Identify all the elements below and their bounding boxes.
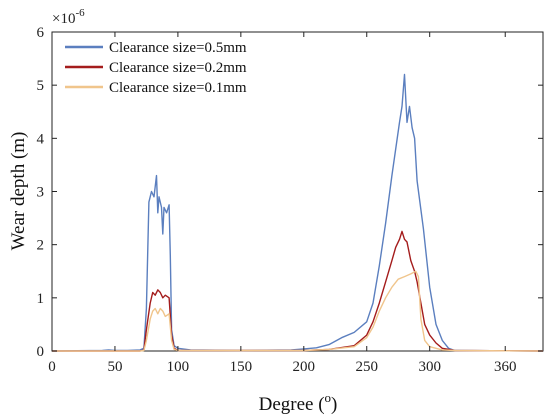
legend: Clearance size=0.5mm Clearance size=0.2mm… xyxy=(65,40,247,96)
series-line-1 xyxy=(51,73,544,352)
series-line-2 xyxy=(52,230,544,352)
y-multiplier-exp: -6 xyxy=(75,7,85,19)
y-tick-label: 3 xyxy=(37,185,45,201)
ticks-layer: 0 50 100 150 200 250 300 360 0 1 2 3 4 5 6 xyxy=(37,25,543,375)
x-axis-label-close: ) xyxy=(331,394,337,415)
y-multiplier-label: ×10-6 xyxy=(52,7,85,27)
x-tick-label: 100 xyxy=(167,359,190,375)
legend-label-2: Clearance size=0.2mm xyxy=(109,60,247,76)
y-tick-label: 0 xyxy=(37,344,45,360)
x-tick-label: 50 xyxy=(107,359,122,375)
x-axis-label-sup: o xyxy=(325,390,332,405)
y-tick-label: 6 xyxy=(37,25,45,41)
y-tick-label: 2 xyxy=(37,238,45,254)
x-tick-label: 360 xyxy=(494,359,517,375)
x-tick-label: 150 xyxy=(230,359,253,375)
x-tick-label: 200 xyxy=(293,359,316,375)
x-tick-label: 0 xyxy=(48,359,56,375)
legend-label-1: Clearance size=0.5mm xyxy=(109,40,247,56)
y-multiplier-base: ×10 xyxy=(52,11,75,27)
y-tick-label: 4 xyxy=(37,131,45,147)
series-layer xyxy=(51,73,544,352)
y-axis-label: Wear depth (m) xyxy=(8,132,29,251)
y-tick-label: 1 xyxy=(37,291,45,307)
series-line-3 xyxy=(52,270,544,352)
y-tick-label: 5 xyxy=(37,78,45,94)
x-axis-label: Degree (o) xyxy=(259,390,338,415)
x-tick-label: 250 xyxy=(355,359,378,375)
x-tick-label: 300 xyxy=(418,359,441,375)
x-axis-label-text: Degree ( xyxy=(259,394,325,415)
legend-label-3: Clearance size=0.1mm xyxy=(109,80,247,96)
